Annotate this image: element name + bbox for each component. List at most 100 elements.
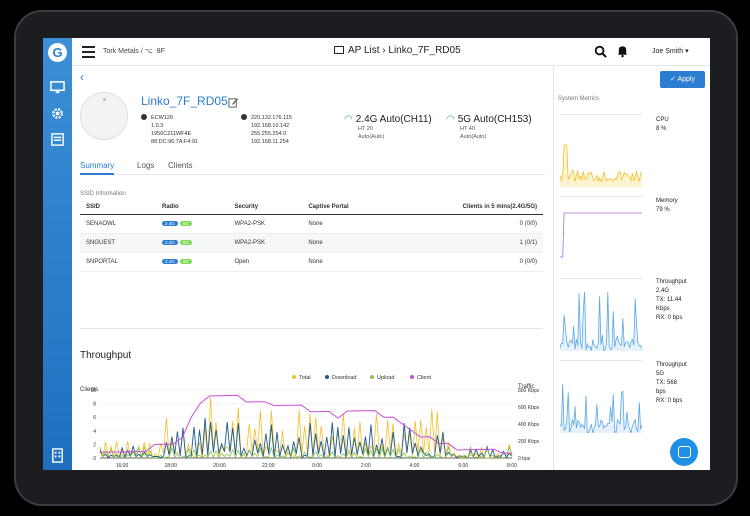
sparkline-line	[559, 384, 643, 435]
table-row[interactable]: SNPORTAL 2.4G 5G Open None 0 (0/0)	[80, 252, 543, 272]
back-icon[interactable]: ‹	[80, 70, 84, 84]
cpu-sparkline	[559, 144, 643, 187]
y2-tick-label: 400 Kbps	[518, 422, 540, 428]
bell-icon[interactable]	[616, 44, 629, 63]
tab-summary[interactable]: Summary	[80, 161, 115, 175]
tab-logs[interactable]: Logs	[137, 161, 155, 170]
x-tick-label: 2:00	[361, 463, 371, 469]
throughput-24g-sparkline	[559, 291, 643, 352]
y-tick-label: 8	[93, 402, 96, 408]
system-metrics-panel: System Metrics CPU 8 % Memory 79 % Through…	[553, 66, 710, 470]
ssid-portal: None	[302, 252, 394, 272]
table-row[interactable]: SNGUEST 2.4G 5G WPA2-PSK None 1 (0/1)	[80, 233, 543, 253]
table-row[interactable]: SENAOWL 2.4G 5G WPA2-PSK None 0 (0/0)	[80, 214, 543, 234]
search-icon[interactable]	[594, 45, 607, 63]
legend-swatch	[325, 375, 329, 379]
throughput-24g-label: Throughput 2.4G TX: 11.44 Kbps RX: 0 bps	[656, 279, 687, 321]
throughput-5g-sparkline	[559, 384, 643, 435]
page-title: AP List › Linko_7F_RD05	[334, 45, 461, 56]
ap-device-image	[80, 92, 128, 140]
user-menu[interactable]: Joe Smith ▾	[652, 48, 689, 55]
sparkline-line	[559, 144, 643, 183]
cpu-metric-chart	[559, 114, 643, 187]
band-24g-status: ◠ 2.4G Auto(CH11) HT 20 Auto(Auto)	[344, 114, 432, 140]
band-5g-status: ◠ 5G Auto(CH153) HT 40 Auto(Auto)	[446, 114, 532, 140]
legend-label: Total	[299, 375, 311, 381]
legend-swatch	[410, 375, 414, 379]
y-tick-label: 4	[93, 429, 96, 435]
ssid-section-title: SSID Information	[80, 191, 126, 197]
y-tick-label: 6	[93, 415, 96, 421]
radio-badges: 2.4G 5G	[155, 214, 229, 234]
x-tick-label: 8:00	[507, 463, 517, 469]
system-metrics-title: System Metrics	[558, 96, 600, 102]
x-tick-label: 16:00	[116, 463, 129, 469]
throughput-chart: Clients Traffic Total Download Upload Clien…	[80, 375, 540, 469]
wifi-icon: ◠	[344, 114, 353, 125]
tab-clients[interactable]: Clients	[168, 161, 193, 170]
y-tick-label: 2	[93, 442, 96, 448]
legend-label: Download	[332, 375, 356, 381]
ssid-security: WPA2-PSK	[228, 214, 303, 234]
sparkline-line	[559, 291, 643, 352]
throughput-5g-chart	[559, 360, 643, 435]
throughput-chart-area: Clients Traffic Total Download Upload Clien…	[72, 366, 553, 470]
y-tick-label: 10	[90, 388, 96, 394]
app-logo[interactable]: G	[48, 43, 67, 62]
wifi-icon: ◠	[446, 114, 455, 125]
y-tick-label: 0	[93, 456, 96, 462]
menu-icon[interactable]	[82, 46, 95, 58]
report-icon[interactable]	[50, 132, 65, 147]
left-axis-label: Clients	[80, 387, 98, 393]
x-tick-label: 4:00	[410, 463, 420, 469]
series-client-line	[99, 394, 513, 454]
ap-name: Linko_7F_RD05	[141, 94, 228, 108]
legend-label: Client	[417, 375, 432, 381]
right-axis-label: Traffic	[518, 384, 534, 390]
ssid-security: Open	[228, 252, 303, 272]
main-content: ‹ Linko_7F_RD05 ECW120 1.0.3 1950C211WF4…	[72, 66, 553, 470]
top-bar: Tork Metals / ⌥ 8F AP List › Linko_7F_RD…	[72, 38, 710, 66]
column-header: Security	[228, 200, 303, 215]
series-total-line	[99, 397, 513, 459]
ssid-clients: 0 (0/0)	[393, 252, 543, 272]
gear-icon	[141, 114, 147, 120]
y2-tick-label: 200 Kbps	[518, 439, 540, 445]
breadcrumb[interactable]: Tork Metals / ⌥ 8F	[103, 47, 165, 55]
ssid-clients: 1 (0/1)	[393, 233, 543, 253]
throughput-24g-chart	[559, 278, 643, 352]
x-tick-label: 18:00	[164, 463, 177, 469]
floor-name[interactable]: 8F	[156, 48, 165, 55]
chat-support-button[interactable]	[670, 438, 698, 466]
memory-metric-label: Memory 79 %	[656, 198, 678, 213]
x-tick-label: 6:00	[458, 463, 468, 469]
x-tick-label: 20:00	[213, 463, 226, 469]
monitor-icon	[334, 46, 344, 54]
detail-tabs: Summary Logs Clients	[80, 159, 545, 175]
apply-button[interactable]: ✓ Apply	[660, 71, 705, 88]
x-tick-label: 22:00	[262, 463, 275, 469]
chevron-down-icon: ▾	[685, 48, 689, 55]
radio-badges: 2.4G 5G	[155, 252, 229, 272]
y2-tick-label: 600 Kbps	[518, 405, 540, 411]
ssid-clients: 0 (0/0)	[393, 214, 543, 234]
monitor-icon[interactable]	[50, 80, 65, 95]
gear-icon[interactable]	[50, 106, 65, 121]
legend-label: Upload	[377, 375, 394, 381]
sparkline-line	[560, 212, 642, 258]
y2-tick-label: 0 bps	[518, 456, 531, 462]
column-header: Captive Portal	[302, 200, 394, 215]
divider	[80, 328, 543, 329]
column-header: SSID	[80, 200, 156, 215]
org-name[interactable]: Tork Metals /	[103, 48, 143, 55]
ssid-name: SENAOWL	[80, 214, 156, 234]
legend-swatch	[370, 375, 374, 379]
globe-icon	[241, 114, 247, 120]
column-header: Radio	[155, 200, 229, 215]
throughput-title: Throughput	[80, 350, 132, 361]
app-screen: G Tork Metals / ⌥ 8F AP List › Linko_7F_…	[43, 38, 710, 470]
memory-metric-chart	[560, 196, 642, 268]
cpu-metric-label: CPU 8 %	[656, 117, 669, 132]
building-icon[interactable]	[50, 448, 65, 463]
edit-icon[interactable]	[228, 95, 239, 113]
